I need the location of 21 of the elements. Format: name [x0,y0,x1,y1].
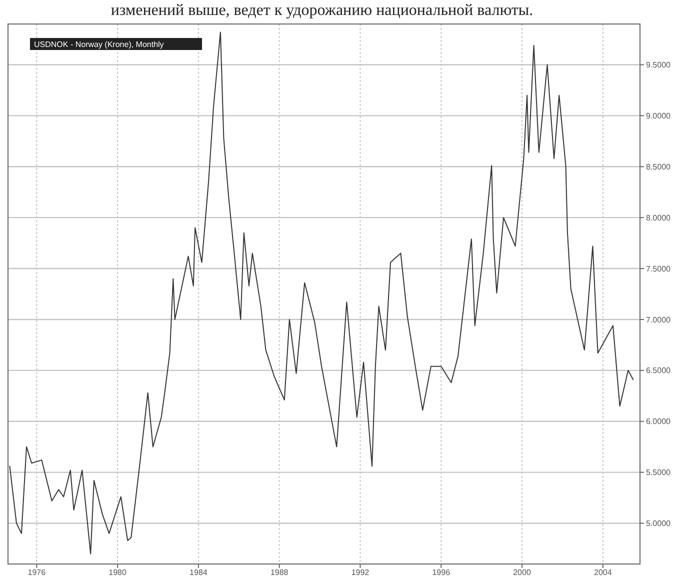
y-tick-label: 9.0000 [646,112,672,120]
text: изменений выше, ведет к удорожанию национальной валюты. [110,2,534,19]
y-tick-label: 6.0000 [646,417,672,426]
x-tick-label: 1984 [190,568,208,577]
y-tick-label: 7.0000 [646,315,672,324]
y-tick-label: 5.0000 [646,519,672,528]
x-tick-label: 1992 [351,568,370,577]
y-tick-label: 8.5000 [646,162,672,172]
y-tick-label: 5.5000 [646,468,672,478]
x-tick-label: 1976 [28,568,46,577]
y-tick-label: 9.5000 [646,60,672,70]
x-tick-label: 2004 [594,568,612,577]
x-tick-label: 2000 [513,568,532,577]
x-tick-label: 1988 [270,568,289,577]
x-tick-label: 1980 [108,568,128,577]
line-series [9,32,634,554]
x-tick-label: 1996 [432,568,451,577]
y-tick-label: 8.0000 [646,213,672,222]
y-tick-label: 7.5000 [646,264,672,274]
text: USDNOK - Norway (Krone), Monthly [34,40,164,49]
y-tick-label: 6.5000 [646,366,672,376]
